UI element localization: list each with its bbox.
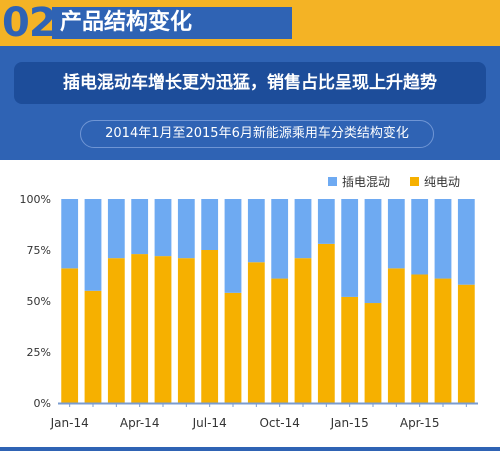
y-tick-label: 0% [34,397,51,410]
x-tick-label: Jan-15 [330,416,369,430]
bar-bev-Apr-15 [411,274,429,403]
legend-swatch-1 [410,177,419,186]
bar-bev-Aug-14 [224,292,242,403]
bar-phev-Jan-15 [341,199,359,297]
bar-bev-Sep-14 [247,262,265,403]
bar-bev-Feb-15 [364,303,382,403]
bar-bev-Mar-14 [107,258,125,403]
legend-label-1: 纯电动 [424,175,460,189]
bar-phev-Mar-15 [387,199,405,269]
bar-bev-Jan-14 [61,268,79,403]
bar-phev-Apr-15 [411,199,429,275]
section-number: 02 [2,0,57,46]
y-tick-label: 50% [27,295,51,308]
bar-bev-May-15 [434,278,452,403]
legend: 插电混动 纯电动 [328,175,460,189]
bar-bev-Oct-14 [271,278,289,403]
bar-bev-Feb-14 [84,290,102,403]
bar-phev-Oct-14 [271,199,289,279]
bar-phev-Nov-14 [294,199,312,259]
bar-phev-May-14 [154,199,172,257]
chart-panel: 插电混动 纯电动 0% 25% 50% 75% 100% Jan-14 Apr-14 Jul-… [0,160,500,447]
bar-phev-Jan-14 [61,199,79,269]
bar-phev-Jun-14 [177,199,195,259]
y-axis: 0% 25% 50% 75% 100% [20,193,51,410]
bar-phev-Sep-14 [247,199,265,263]
chart-title: 2014年1月至2015年6月新能源乘用车分类结构变化 [80,120,434,148]
bar-bev-Jun-14 [177,258,195,403]
bar-phev-Feb-14 [84,199,102,291]
bar-phev-Jul-14 [201,199,219,250]
bar-bev-May-14 [154,256,172,403]
legend-swatch-0 [328,177,337,186]
bar-bev-Apr-14 [131,254,149,403]
x-tick-label: Jan-14 [50,416,89,430]
stacked-bar-chart: 插电混动 纯电动 0% 25% 50% 75% 100% Jan-14 Apr-14 Jul-… [20,175,478,430]
headline-banner: 插电混动车增长更为迅猛，销售占比呈现上升趋势 [14,62,486,104]
bar-phev-May-15 [434,199,452,279]
bar-bev-Dec-14 [317,243,335,403]
bar-bev-Jul-14 [201,250,219,403]
y-tick-label: 75% [27,244,51,257]
legend-label-0: 插电混动 [342,175,390,189]
bar-phev-Mar-14 [107,199,125,259]
x-tick-label: Apr-14 [120,416,160,430]
bar-bev-Nov-14 [294,258,312,403]
bars-group [61,199,475,403]
x-tick-label: Apr-15 [400,416,440,430]
header-bar: 02 产品结构变化 [0,0,500,46]
bar-phev-Feb-15 [364,199,382,304]
bar-phev-Aug-14 [224,199,242,293]
x-tick-label: Oct-14 [259,416,299,430]
bar-phev-Dec-14 [317,199,335,244]
x-axis: Jan-14 Apr-14 Jul-14 Oct-14 Jan-15 Apr-15 [50,402,478,430]
y-tick-label: 100% [20,193,51,206]
bar-bev-Jan-15 [341,296,359,403]
bar-phev-Jun-15 [457,199,475,285]
bar-phev-Apr-14 [131,199,149,255]
y-tick-label: 25% [27,346,51,359]
x-tick-label: Jul-14 [192,416,227,430]
bar-bev-Mar-15 [387,268,405,403]
bar-bev-Jun-15 [457,284,475,403]
section-title: 产品结构变化 [52,7,292,39]
